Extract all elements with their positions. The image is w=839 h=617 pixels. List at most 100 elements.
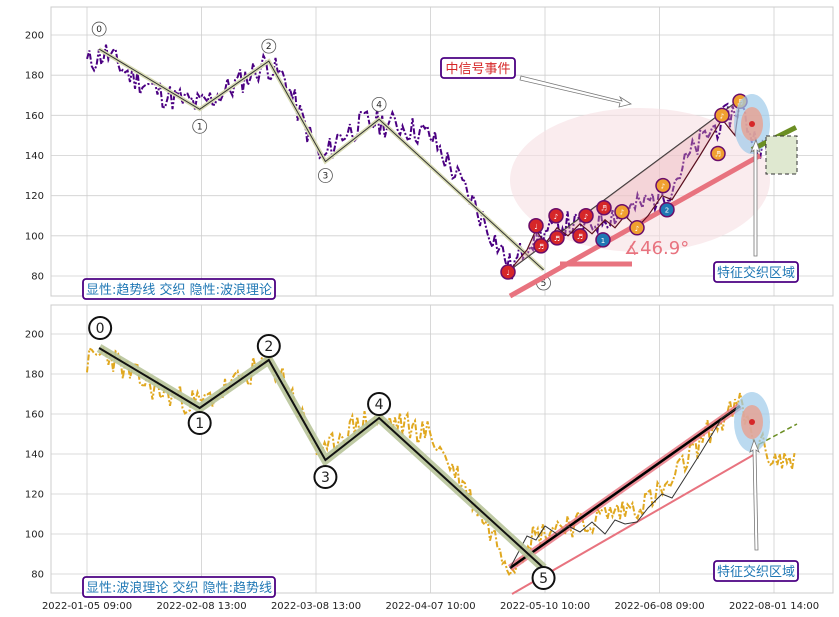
y-tick-label: 120 xyxy=(25,191,44,202)
wave-label-circle xyxy=(88,316,113,340)
legend-text: 显性:趋势线 交织 隐性:波浪理论 xyxy=(86,282,272,298)
wave-label: 0 xyxy=(96,25,102,35)
zone-annotation-box xyxy=(713,560,799,582)
legend-box xyxy=(82,576,276,598)
x-axis: 2022-01-05 09:00 2022-02-08 13:00 2022-03-… xyxy=(42,601,819,612)
wave-label: 2 xyxy=(264,339,273,355)
event-marker xyxy=(655,177,671,194)
event-marker-label: ♩ xyxy=(534,223,537,231)
wave-label: 2 xyxy=(266,42,272,52)
zone-arrow xyxy=(750,138,761,257)
x-tick-label: 2022-06-08 09:00 xyxy=(614,601,704,612)
wave-label-circle xyxy=(256,334,281,358)
wave-label-circle xyxy=(531,566,556,590)
y-tick-label: 180 xyxy=(25,71,44,82)
y-tick-label: 140 xyxy=(25,151,44,162)
event-marker-label: ♪ xyxy=(720,112,724,120)
y-tick-label: 120 xyxy=(25,490,44,501)
event-marker xyxy=(596,199,612,216)
wave-label-circle xyxy=(313,465,338,489)
wave-label-circle xyxy=(367,392,392,416)
event-marker-label: ♬ xyxy=(554,235,560,243)
event-marker-label: ♪ xyxy=(661,183,665,191)
wave-line xyxy=(98,347,545,569)
wave-trend-line xyxy=(509,404,741,570)
zone-box xyxy=(765,135,798,175)
wave-label: 5 xyxy=(541,279,547,289)
y-tick-label: 100 xyxy=(25,530,44,541)
y-tick-label: 160 xyxy=(25,410,44,421)
wave-label: 4 xyxy=(376,100,382,110)
event-marker xyxy=(528,218,544,234)
event-marker-label: 1 xyxy=(601,237,605,245)
event-marker xyxy=(500,264,516,280)
wave-label: 1 xyxy=(197,122,203,132)
y-tick-label: 200 xyxy=(25,330,44,341)
signal-annotation-text: 中信号事件 xyxy=(445,62,510,77)
y-tick-label: 80 xyxy=(31,272,44,283)
signal-arrow xyxy=(519,75,633,108)
wave-label-circle xyxy=(318,168,333,183)
wave-label: 3 xyxy=(323,172,329,182)
bottom-panel: 80 100 120 140 160 180 200 0 1 2 3 4 5 特征交织区域显性:波浪理论 … xyxy=(25,304,834,598)
y-tick-label: 80 xyxy=(31,570,44,581)
event-marker-label: ♪ xyxy=(554,213,558,221)
event-marker xyxy=(714,107,730,124)
event-marker-label: ♬ xyxy=(538,243,544,251)
trend-resistance-line xyxy=(509,98,741,271)
event-marker xyxy=(533,238,549,254)
wave-label: 1 xyxy=(195,416,204,432)
wave-label: 3 xyxy=(321,470,330,486)
x-tick-label: 2022-04-07 10:00 xyxy=(385,601,475,612)
wave-label-circle xyxy=(192,118,208,134)
price-zigzag xyxy=(509,405,741,569)
zone-center xyxy=(749,121,755,127)
event-marker xyxy=(629,220,645,236)
wave-label-circle xyxy=(187,411,212,435)
y-tick-label: 200 xyxy=(25,31,44,42)
x-tick-label: 2022-02-08 13:00 xyxy=(156,601,246,612)
event-marker xyxy=(578,208,594,224)
y-tick-label: 140 xyxy=(25,450,44,461)
event-marker xyxy=(549,230,565,246)
zone-annotation-box xyxy=(713,261,799,283)
zone-annotation-text: 特征交织区域 xyxy=(717,564,795,580)
event-marker-label: ♩ xyxy=(506,269,509,277)
event-marker xyxy=(614,203,630,220)
y-tick-label: 160 xyxy=(25,111,44,122)
x-tick-label: 2022-08-01 14:00 xyxy=(729,601,819,612)
wave-label: 4 xyxy=(375,397,384,413)
legend-box xyxy=(82,278,276,300)
y-tick-label: 180 xyxy=(25,370,44,381)
signal-ellipse xyxy=(510,108,770,252)
event-marker-label: ♬ xyxy=(715,150,721,158)
event-marker xyxy=(595,232,611,248)
legend-text: 显性:波浪理论 交织 隐性:趋势线 xyxy=(86,580,272,596)
event-marker-label: ♪ xyxy=(584,213,588,221)
event-marker-label: 2 xyxy=(665,207,669,215)
event-marker xyxy=(710,145,726,162)
zone-arrow xyxy=(749,438,760,551)
zone-annotation-text: 特征交织区域 xyxy=(717,265,795,281)
x-tick-label: 2022-03-08 13:00 xyxy=(271,601,361,612)
price-series xyxy=(86,346,796,579)
y-tick-label: 100 xyxy=(25,231,44,242)
event-marker xyxy=(659,201,675,218)
wave-label-circle xyxy=(261,38,277,54)
price-series xyxy=(86,44,796,280)
event-marker xyxy=(572,228,588,244)
zone-center xyxy=(749,419,755,425)
wave-label: 0 xyxy=(96,321,105,337)
signal-annotation-box xyxy=(440,57,516,79)
x-tick-label: 2022-01-05 09:00 xyxy=(42,601,132,612)
event-marker-label: ♬ xyxy=(601,205,607,213)
x-tick-label: 2022-05-10 10:00 xyxy=(500,601,590,612)
event-marker-label: ♬ xyxy=(577,233,583,241)
event-marker xyxy=(548,208,564,224)
top-panel: 80 100 120 140 160 180 200 0 1 2 3 4 5 ∡46.9° ♩ ♩ ♬ ♪ ♬ ♬ ♪ ♬… xyxy=(25,6,834,300)
event-marker-label: ♪ xyxy=(620,209,624,217)
wave-label: 5 xyxy=(539,571,548,587)
wave-line xyxy=(98,48,544,271)
event-marker-label: ♪ xyxy=(635,225,639,233)
